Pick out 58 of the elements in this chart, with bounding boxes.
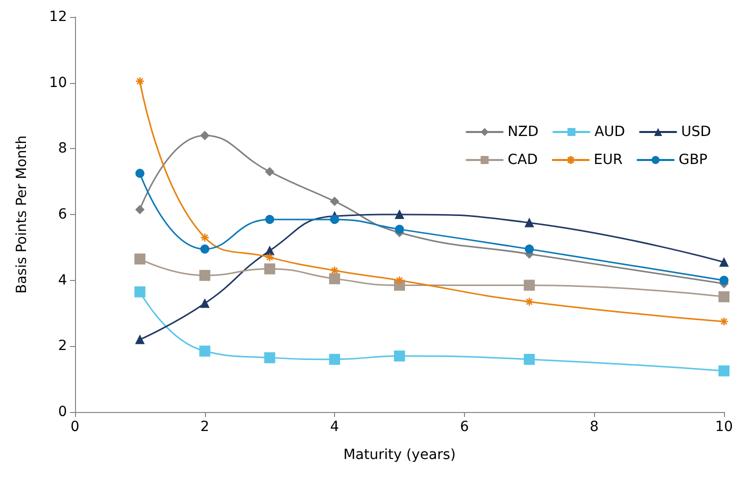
point — [524, 354, 535, 365]
legend-label: CAD — [508, 152, 538, 168]
point — [718, 291, 730, 302]
y-tick-label: 8 — [58, 140, 67, 157]
x-tick-label: 8 — [590, 419, 599, 435]
x-tick-label: 2 — [200, 419, 210, 435]
point — [199, 346, 210, 357]
x-tick-label: 10 — [715, 419, 733, 435]
legend-label: USD — [681, 124, 712, 140]
point — [720, 276, 728, 285]
x-tick-label: 0 — [70, 419, 80, 435]
point — [395, 224, 404, 234]
point — [200, 232, 210, 242]
point — [719, 316, 729, 326]
point — [330, 196, 340, 206]
y-tick-label: 12 — [49, 9, 67, 25]
x-tick-label: 6 — [460, 419, 469, 435]
point — [264, 263, 276, 274]
point — [134, 253, 146, 264]
point — [330, 214, 340, 224]
point — [329, 273, 340, 284]
point — [199, 270, 210, 281]
point — [718, 365, 730, 376]
point — [720, 258, 728, 267]
point — [135, 335, 144, 344]
y-tick-label: 2 — [58, 338, 67, 354]
point — [395, 210, 404, 219]
point — [200, 131, 210, 140]
legend-label: NZD — [508, 124, 538, 140]
point — [524, 280, 535, 291]
y-tick-label: 6 — [58, 206, 68, 222]
point — [524, 297, 534, 306]
point — [134, 286, 146, 298]
point — [265, 246, 274, 256]
x-tick-label: 4 — [330, 419, 340, 435]
point — [265, 252, 274, 262]
y-tick-label: 0 — [58, 404, 67, 420]
point — [200, 298, 210, 308]
point — [329, 354, 340, 365]
y-tick-label: 10 — [49, 74, 67, 91]
point — [330, 266, 340, 276]
legend-label: EUR — [594, 152, 623, 168]
point — [200, 244, 210, 254]
point — [135, 76, 145, 86]
point — [135, 168, 144, 178]
point — [524, 218, 534, 228]
y-axis-title: Basis Points Per Month — [14, 135, 30, 294]
point — [264, 352, 276, 364]
legend-label: GBP — [678, 152, 708, 168]
point — [135, 205, 144, 214]
point — [524, 244, 534, 254]
point — [265, 214, 274, 224]
point — [265, 167, 274, 176]
legend-label: AUD — [594, 124, 626, 140]
point — [394, 276, 404, 285]
y-tick-label: 4 — [58, 272, 68, 288]
point — [394, 350, 405, 362]
x-axis-title: Maturity (years) — [343, 447, 456, 463]
